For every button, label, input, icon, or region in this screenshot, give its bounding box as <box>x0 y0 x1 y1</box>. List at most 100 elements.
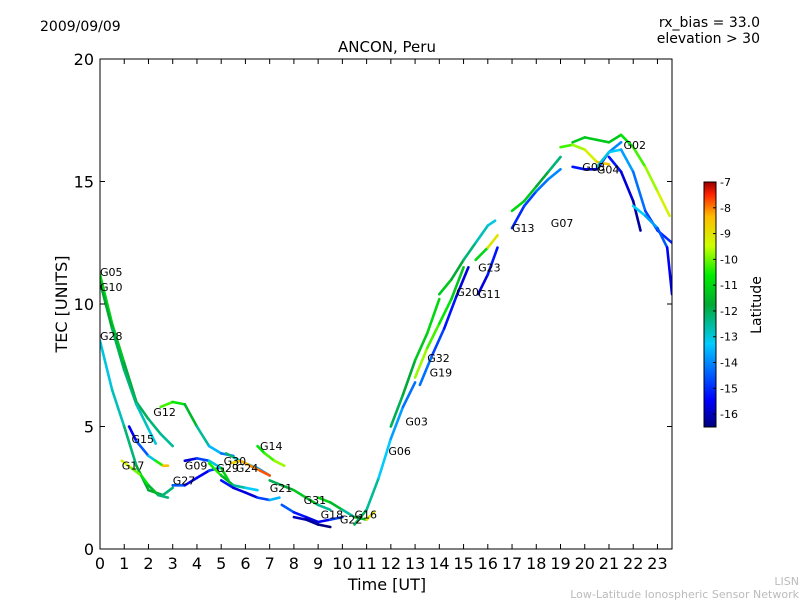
series-label-g09: G09 <box>185 460 208 473</box>
series-segment <box>583 148 599 164</box>
series-label-g24: G24 <box>236 462 259 475</box>
colorbar-label: Latitude <box>749 276 765 334</box>
series-g16 <box>316 496 376 521</box>
series-segment <box>100 273 114 325</box>
x-tick-label: 3 <box>168 554 178 573</box>
series-g19 <box>418 265 470 387</box>
x-tick-label: 17 <box>502 554 522 573</box>
series-segment <box>135 439 150 458</box>
series-segment <box>425 322 441 350</box>
series-segment <box>207 444 223 455</box>
series-segment <box>127 425 138 443</box>
series-segment <box>304 496 320 507</box>
series-label-g11: G11 <box>478 288 501 301</box>
series-segment <box>665 246 672 296</box>
series-label-g19: G19 <box>430 367 453 380</box>
series-segment <box>207 459 223 470</box>
colorbar-tick-label: -16 <box>720 408 738 421</box>
series-g06 <box>353 381 417 526</box>
colorbar-tick-label: -10 <box>720 253 738 266</box>
y-tick-label: 5 <box>84 418 94 437</box>
series-segment <box>159 400 174 409</box>
series-segment <box>100 339 114 392</box>
series-segment <box>571 136 587 144</box>
series-segment <box>418 354 434 387</box>
series-label-g22: G22 <box>340 514 363 527</box>
series-segment <box>437 297 453 325</box>
series-segment <box>534 170 550 188</box>
series-segment <box>619 148 635 173</box>
series-g32 <box>413 265 465 379</box>
chart-title: ANCON, Peru <box>338 38 436 56</box>
series-segment <box>328 501 344 512</box>
series-segment <box>195 469 211 480</box>
series-segment <box>244 486 259 492</box>
y-tick-label: 20 <box>74 50 94 69</box>
series-segment <box>353 508 368 526</box>
series-segment <box>389 393 405 428</box>
series-segment <box>413 332 429 362</box>
series-segment <box>442 295 458 330</box>
colorbar-tick-label: -8 <box>720 202 731 215</box>
series-label-g14: G14 <box>260 440 283 453</box>
series-segment <box>207 461 223 477</box>
series-segment <box>389 405 405 441</box>
colorbar-tick-label: -12 <box>720 305 738 318</box>
series-segment <box>156 493 170 499</box>
series-g31 <box>268 479 332 512</box>
series-segment <box>268 479 284 487</box>
footer-acronym: LISN <box>774 575 799 588</box>
colorbar-tick-label: -14 <box>720 357 738 370</box>
series-g29 <box>207 461 259 492</box>
series-segment <box>607 133 623 144</box>
x-tick-label: 19 <box>550 554 570 573</box>
series-segment <box>643 165 659 193</box>
x-axis: 0 1 2 3 4 5 6 7 8 9 10 11 12 13 14 15 16 17 18 19 20 21 22 23 <box>95 59 668 573</box>
series-segment <box>195 457 211 463</box>
series-segment <box>159 432 174 448</box>
series-segment <box>619 133 635 149</box>
colorbar-tick-label: -7 <box>720 176 731 189</box>
series-segment <box>631 204 647 218</box>
series-segment <box>631 145 647 169</box>
series-segment <box>110 388 126 428</box>
colorbar-tick-label: -11 <box>720 279 738 292</box>
series-label-g16: G16 <box>355 509 378 522</box>
series-segment <box>273 459 286 468</box>
series-segment <box>161 486 174 497</box>
series-label-g23: G23 <box>478 261 501 274</box>
series-segment <box>474 246 490 262</box>
series-segment <box>224 452 237 460</box>
series-segment <box>341 508 356 519</box>
series-segment <box>534 177 550 193</box>
x-tick-label: 6 <box>240 554 250 573</box>
x-tick-label: 9 <box>313 554 323 573</box>
series-segment <box>316 518 332 524</box>
series-segment <box>547 155 562 173</box>
x-tick-label: 10 <box>332 554 352 573</box>
x-tick-label: 21 <box>599 554 619 573</box>
x-tick-label: 7 <box>265 554 275 573</box>
series-label-g17: G17 <box>122 460 145 473</box>
y-tick-label: 10 <box>74 295 94 314</box>
x-tick-label: 20 <box>575 554 595 573</box>
series-segment <box>100 280 114 330</box>
series-segment <box>171 400 187 406</box>
series-label-g32: G32 <box>427 352 450 365</box>
series-segment <box>304 515 320 524</box>
series-label-g31: G31 <box>304 494 327 507</box>
series-segment <box>583 136 599 142</box>
series-segment <box>147 454 157 463</box>
series-segment <box>316 523 332 529</box>
series-segment <box>454 265 470 298</box>
series-segment <box>510 204 526 230</box>
series-segment <box>365 476 381 512</box>
x-tick-label: 5 <box>216 554 226 573</box>
series-segment <box>130 466 143 477</box>
colorbar-tick-label: -13 <box>720 331 738 344</box>
series-segment <box>244 491 259 499</box>
series-segment <box>256 496 272 502</box>
series-label-g05: G05 <box>100 266 123 279</box>
y-tick-label: 0 <box>84 540 94 559</box>
